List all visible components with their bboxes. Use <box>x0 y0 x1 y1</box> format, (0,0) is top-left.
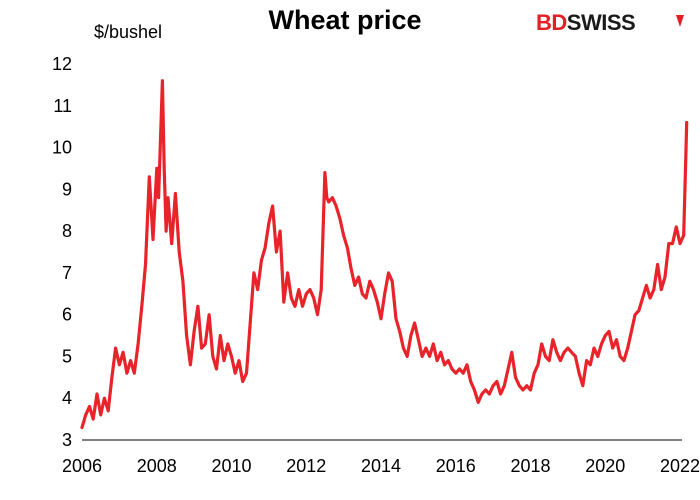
y-tick-label: 8 <box>62 221 72 241</box>
x-tick-label: 2020 <box>585 456 625 476</box>
x-tick-label: 2010 <box>211 456 251 476</box>
x-tick-label: 2014 <box>361 456 401 476</box>
y-tick-label: 4 <box>62 388 72 408</box>
y-tick-label: 7 <box>62 263 72 283</box>
logo-text: BDSWISS <box>536 10 635 35</box>
plot-area <box>80 79 689 430</box>
y-tick-label: 3 <box>62 430 72 450</box>
x-tick-label: 2018 <box>510 456 550 476</box>
x-tick-label: 2016 <box>436 456 476 476</box>
y-tick-label: 6 <box>62 305 72 325</box>
y-tick-label: 12 <box>52 54 72 74</box>
y-tick-label: 5 <box>62 346 72 366</box>
y-axis-unit-label: $/bushel <box>94 22 162 42</box>
chart-title: Wheat price <box>268 5 421 35</box>
wheat-price-series-line <box>80 79 689 430</box>
x-axis-ticks: 2006 2008 2010 2012 2014 2016 2018 2020 2022 <box>62 456 700 476</box>
x-tick-label: 2006 <box>62 456 102 476</box>
y-tick-label: 11 <box>53 96 72 116</box>
y-tick-label: 10 <box>52 138 72 158</box>
logo-mark-icon <box>676 15 684 27</box>
x-tick-label: 2008 <box>137 456 177 476</box>
x-tick-label: 2012 <box>286 456 326 476</box>
x-tick-label: 2022 <box>660 456 700 476</box>
y-axis-ticks: 3 4 5 6 7 8 9 10 11 12 <box>52 54 72 450</box>
y-tick-label: 9 <box>62 179 72 199</box>
brand-logo: BDSWISS <box>536 10 684 35</box>
